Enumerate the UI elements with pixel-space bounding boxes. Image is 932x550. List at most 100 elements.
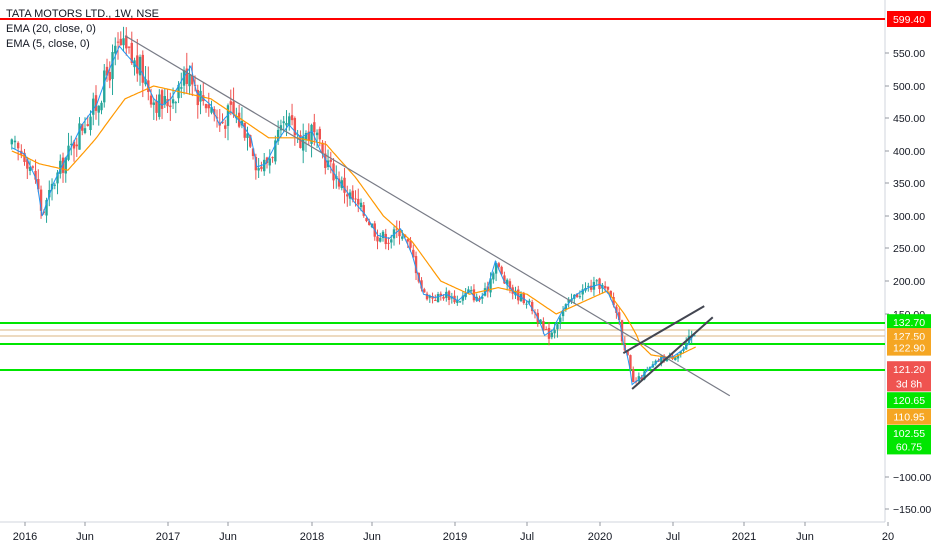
candle-body bbox=[436, 294, 440, 303]
candle-body bbox=[92, 98, 95, 115]
candle-body bbox=[61, 157, 65, 173]
y-tick-label: 550.00 bbox=[893, 48, 925, 60]
candle-body bbox=[290, 115, 294, 121]
price-label: 102.55 bbox=[887, 425, 931, 441]
candle-body bbox=[251, 148, 255, 156]
candle-body bbox=[274, 140, 277, 162]
x-tick-label: 2017 bbox=[156, 531, 180, 543]
ema5-legend[interactable]: EMA (5, close, 0) bbox=[6, 38, 90, 50]
candle-body bbox=[276, 129, 280, 142]
ema20-legend[interactable]: EMA (20, close, 0) bbox=[6, 23, 96, 35]
y-tick-label: 300.00 bbox=[893, 211, 925, 223]
price-label-bg bbox=[887, 408, 931, 425]
candle-body bbox=[581, 289, 584, 295]
candle-body bbox=[301, 136, 305, 151]
x-tick-label: Jun bbox=[76, 531, 94, 543]
candle-body bbox=[414, 256, 418, 274]
candle-body bbox=[237, 112, 241, 127]
candle-body bbox=[246, 133, 249, 138]
x-tick-label: Jun bbox=[796, 531, 814, 543]
candle-body bbox=[632, 369, 635, 383]
candle-body bbox=[390, 239, 393, 243]
candle-body bbox=[191, 75, 194, 85]
candle-body bbox=[368, 221, 371, 226]
price-label: 3d 8h bbox=[887, 375, 931, 392]
candle-body bbox=[626, 351, 629, 356]
x-tick-label: 2016 bbox=[13, 531, 37, 543]
y-tick-label: −100.00 bbox=[893, 472, 931, 484]
candle-body bbox=[640, 376, 643, 380]
ema20-line bbox=[11, 85, 696, 359]
candle-body bbox=[155, 100, 158, 113]
candle-body bbox=[676, 354, 680, 359]
candle-body bbox=[381, 231, 385, 239]
candle-body bbox=[401, 236, 404, 239]
candle-body bbox=[575, 293, 579, 297]
candle-body bbox=[469, 290, 473, 292]
candle-body bbox=[221, 121, 224, 124]
candle-body bbox=[514, 290, 517, 296]
candle-body bbox=[149, 95, 153, 105]
price-label-text: 120.65 bbox=[893, 395, 925, 407]
candle-body bbox=[472, 289, 476, 301]
candle-body bbox=[442, 296, 445, 299]
candle-body bbox=[127, 46, 131, 48]
candle-body bbox=[152, 102, 155, 105]
candle-body bbox=[379, 237, 382, 242]
candle-body bbox=[285, 122, 288, 126]
candle-body bbox=[615, 306, 618, 313]
x-tick-label: 2021 bbox=[732, 531, 756, 543]
candle-body bbox=[674, 357, 677, 361]
candle-body bbox=[464, 292, 467, 298]
candle-body bbox=[423, 289, 426, 293]
candle-body bbox=[10, 139, 13, 145]
candle-body bbox=[59, 160, 62, 174]
candle-body bbox=[94, 95, 98, 111]
price-label-text: 60.75 bbox=[896, 441, 922, 453]
candle-body bbox=[304, 132, 308, 140]
candle-body bbox=[528, 300, 531, 303]
candle-body bbox=[682, 348, 685, 351]
price-label-text: 3d 8h bbox=[896, 378, 922, 390]
candle-body bbox=[337, 178, 341, 187]
price-label-text: 599.40 bbox=[893, 14, 925, 26]
candle-body bbox=[687, 335, 691, 345]
candle-body bbox=[324, 153, 327, 169]
candle-body bbox=[589, 285, 593, 290]
candle-body bbox=[559, 317, 562, 323]
symbol-title[interactable]: TATA MOTORS LTD., 1W, NSE bbox=[6, 8, 160, 20]
candle-body bbox=[166, 98, 169, 107]
candle-body bbox=[517, 289, 520, 301]
price-label: 599.40 bbox=[887, 11, 931, 27]
candle-body bbox=[365, 218, 368, 222]
candle-body bbox=[461, 295, 465, 301]
candle-body bbox=[503, 275, 506, 284]
candle-body bbox=[282, 121, 285, 124]
price-label: 122.90 bbox=[887, 339, 931, 356]
candle-body bbox=[103, 70, 106, 103]
candle-body bbox=[530, 301, 534, 312]
candle-body bbox=[547, 327, 551, 339]
descending-trendline bbox=[124, 35, 731, 397]
candle-body bbox=[174, 102, 178, 104]
candle-body bbox=[428, 295, 431, 298]
candle-body bbox=[545, 329, 548, 331]
candle-body bbox=[612, 297, 615, 306]
candle-body bbox=[508, 281, 512, 289]
price-label-bg bbox=[887, 438, 931, 455]
y-tick-label: 200.00 bbox=[893, 276, 925, 288]
candle-body bbox=[456, 300, 459, 303]
candle-body bbox=[268, 158, 271, 166]
ema5-line bbox=[11, 45, 697, 386]
candle-body bbox=[182, 70, 186, 86]
candle-body bbox=[318, 128, 322, 140]
candle-body bbox=[595, 280, 598, 282]
candle-body bbox=[243, 122, 246, 138]
candle-body bbox=[483, 288, 487, 296]
candle-body bbox=[122, 38, 125, 46]
price-label-text: 132.70 bbox=[893, 317, 925, 329]
candle-body bbox=[16, 142, 20, 149]
candle-body bbox=[163, 96, 167, 105]
x-tick-label: 2018 bbox=[300, 531, 324, 543]
